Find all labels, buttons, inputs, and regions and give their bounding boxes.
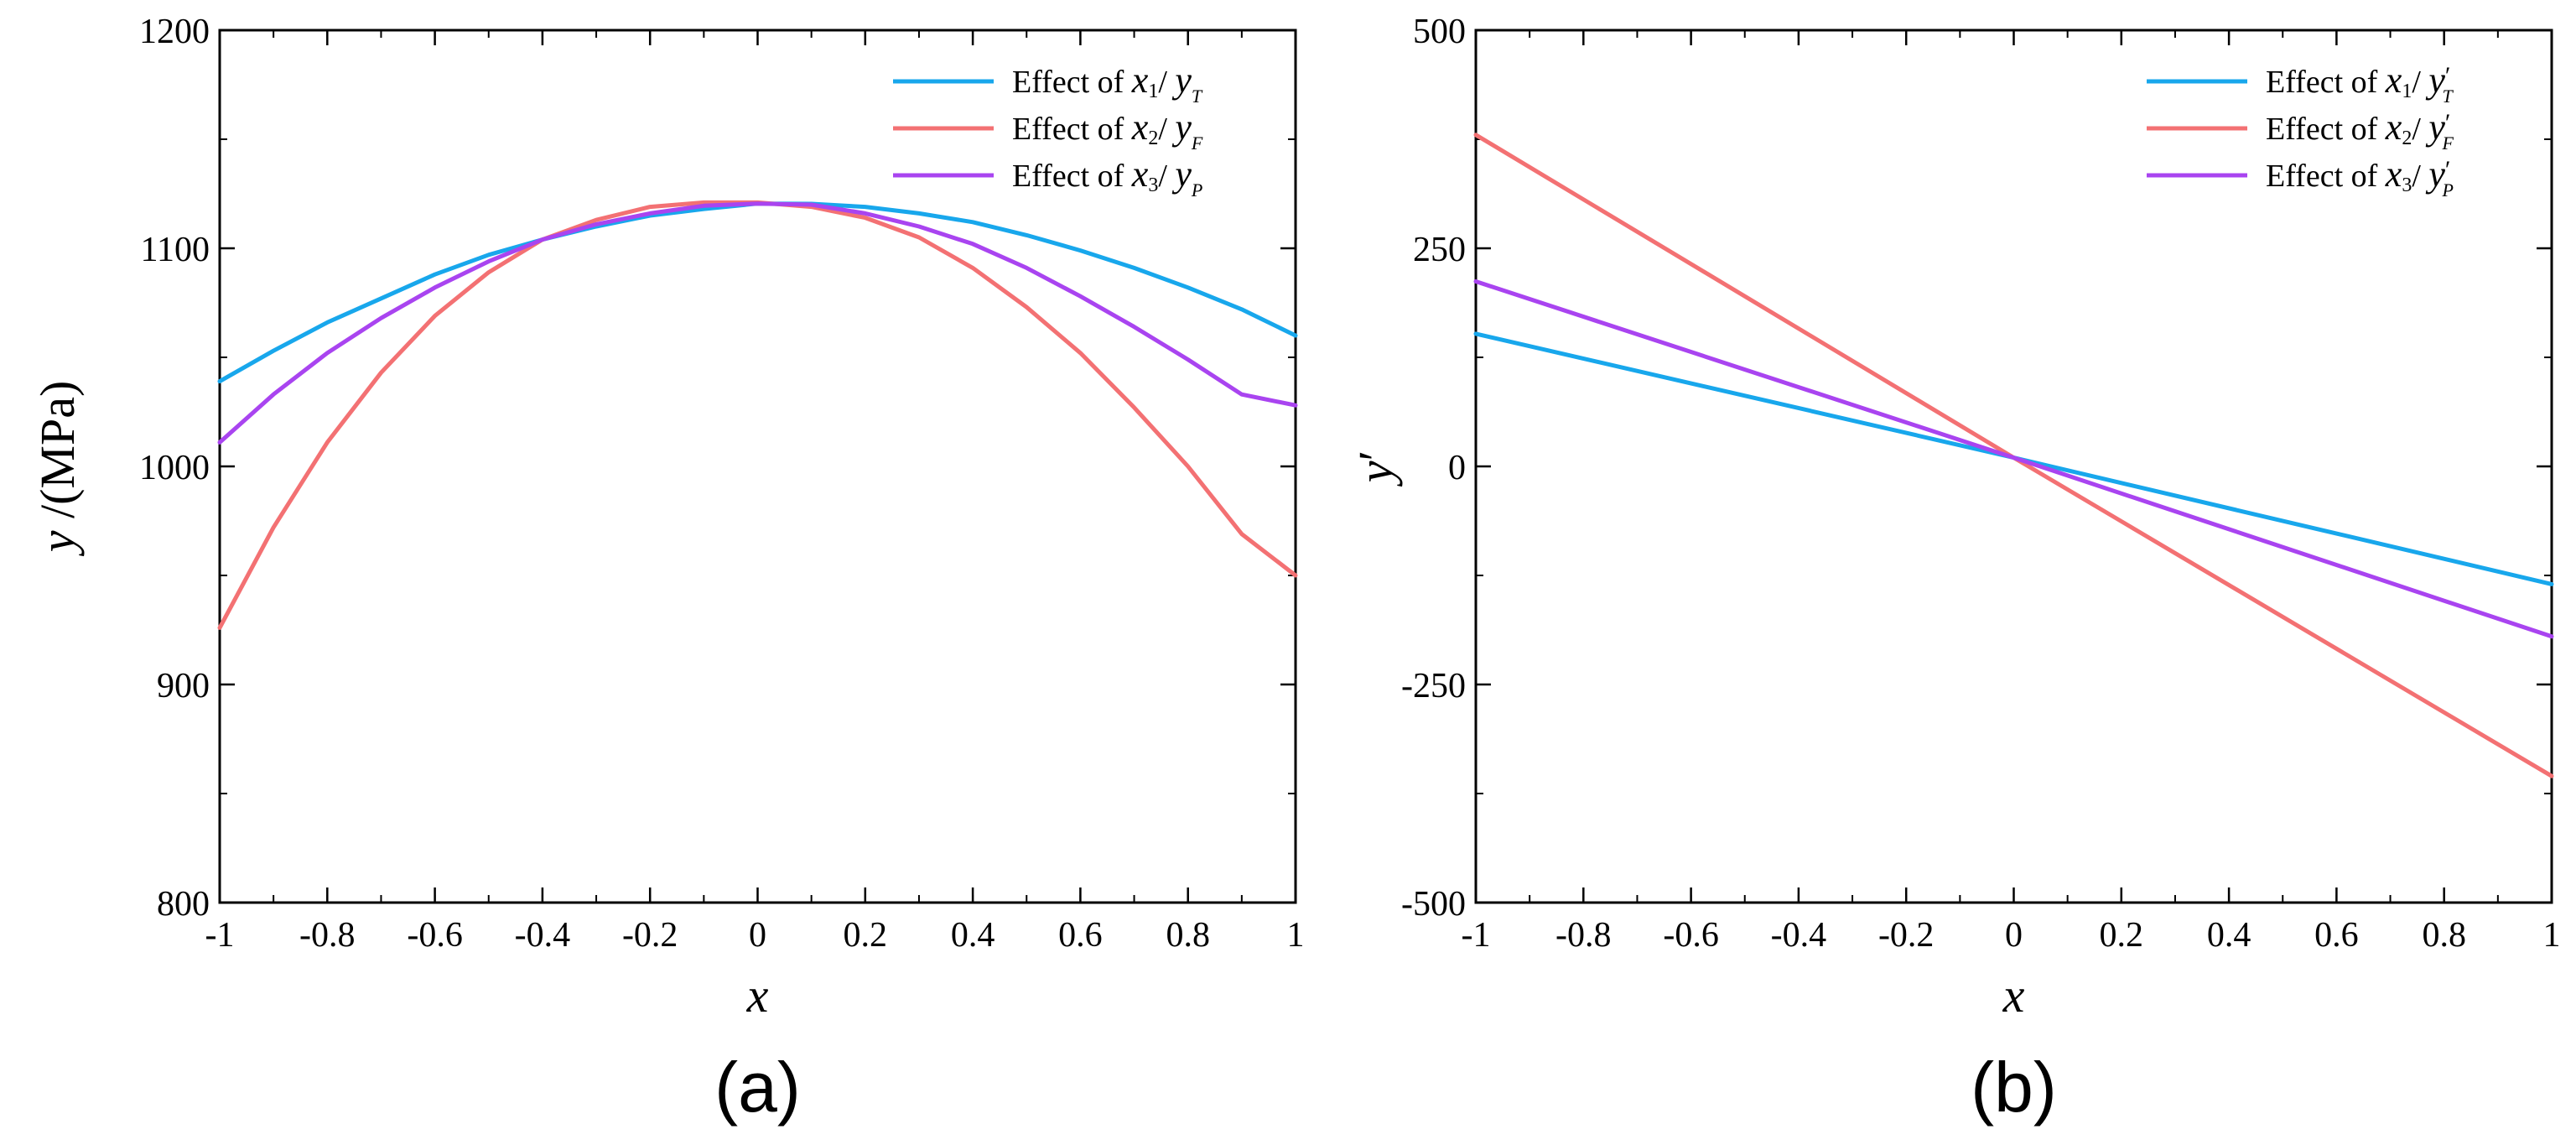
legend-x-var: x: [2385, 107, 2402, 148]
legend-y-sub: T: [2442, 86, 2454, 107]
panel-label: (b): [1971, 1048, 2057, 1127]
x-tick-label: -0.8: [1555, 916, 1612, 955]
series-line: [1473, 279, 2554, 639]
x-tick-label: 1: [1287, 916, 1305, 955]
y-tick-label: 1100: [141, 231, 210, 269]
legend-y-var: y: [2425, 60, 2445, 101]
y-tick-label: 900: [157, 667, 210, 705]
x-tick-label: -0.2: [622, 916, 678, 955]
x-tick-label: 0.4: [2207, 916, 2251, 955]
x-tick-label: -0.6: [1663, 916, 1719, 955]
legend-slash: /: [2412, 159, 2428, 194]
y-tick-label: -500: [1401, 885, 1466, 924]
x-tick-label: 0.6: [2314, 916, 2359, 955]
legend-label: Effect of x1/ yT: [1012, 60, 1203, 107]
series-line: [217, 201, 1298, 445]
legend-label: Effect of x3/ yP: [1012, 154, 1202, 200]
legend-y-var: y: [1171, 154, 1192, 195]
legend-y-var: y: [1171, 107, 1192, 148]
legend-x-sub: 2: [2402, 128, 2412, 149]
y-tick-label: 800: [157, 885, 210, 924]
legend-prefix: Effect of: [1012, 112, 1132, 147]
x-axis-title: x: [2002, 968, 2025, 1023]
y-axis-var: y: [30, 530, 85, 556]
legend-prefix: Effect of: [2266, 159, 2386, 194]
y-axis-unit: /(MPa): [30, 381, 85, 531]
legend-x-var: x: [2385, 60, 2402, 101]
x-tick-label: 0.8: [2422, 916, 2466, 955]
legend-y-sub: F: [1191, 133, 1203, 154]
legend-y-prime: ′: [2445, 62, 2451, 90]
x-tick-label: -0.4: [1771, 916, 1827, 955]
y-tick-label: 1000: [139, 449, 210, 487]
legend-slash: /: [1158, 159, 1175, 194]
legend-y-sub: F: [2441, 133, 2454, 154]
y-tick-label: 0: [1448, 449, 1466, 487]
legend-prefix: Effect of: [2266, 112, 2386, 147]
legend-y-prime: ′: [2445, 109, 2451, 137]
y-axis-var: y: [1348, 461, 1403, 487]
panel-label: (a): [714, 1048, 801, 1127]
legend-x-sub: 1: [1148, 81, 1158, 102]
x-tick-label: -0.4: [515, 916, 571, 955]
legend-y-var: y: [2425, 107, 2445, 148]
legend-x-sub: 3: [1148, 174, 1158, 196]
legend-y-var: y: [2425, 154, 2445, 195]
legend-slash: /: [2412, 65, 2428, 100]
x-tick-label: -0.2: [1878, 916, 1935, 955]
x-tick-label: 1: [2543, 916, 2561, 955]
legend-label: Effect of x1/ y′ T: [2266, 60, 2454, 107]
y-axis-prime: ′: [1348, 450, 1403, 461]
x-tick-label: 0.6: [1058, 916, 1103, 955]
legend-prefix: Effect of: [1012, 159, 1132, 194]
y-tick-label: 1200: [139, 13, 210, 51]
legend-x-sub: 2: [1148, 128, 1158, 149]
legend-label: Effect of x3/ y′ P: [2266, 154, 2454, 200]
legend-label: Effect of x2/ yF: [1012, 107, 1203, 154]
legend-x-var: x: [1131, 107, 1149, 148]
legend-x-var: x: [2385, 154, 2402, 195]
legend-slash: /: [1158, 65, 1175, 100]
x-tick-label: 0: [749, 916, 766, 955]
x-axis-title: x: [746, 968, 769, 1023]
x-tick-label: -0.6: [407, 916, 463, 955]
legend-slash: /: [2412, 112, 2428, 147]
legend-y-var: y: [1171, 60, 1192, 101]
y-tick-label: 250: [1413, 231, 1466, 269]
y-axis-title: y′: [1348, 450, 1403, 487]
x-tick-label: 0.4: [951, 916, 995, 955]
legend-x-var: x: [1131, 60, 1149, 101]
legend-y-sub: P: [1191, 180, 1202, 200]
legend-prefix: Effect of: [2266, 65, 2386, 100]
legend-x-var: x: [1131, 154, 1149, 195]
legend-x-sub: 3: [2402, 174, 2412, 196]
y-axis-title: y /(MPa): [30, 381, 85, 557]
x-tick-label: 0.8: [1166, 916, 1210, 955]
y-tick-label: 500: [1413, 13, 1466, 51]
x-tick-label: 0.2: [844, 916, 888, 955]
x-tick-label: -1: [205, 916, 235, 955]
x-tick-label: -1: [1462, 916, 1491, 955]
x-tick-label: 0.2: [2100, 916, 2144, 955]
panel-a: -1 -0.8 -0.6 -0.4 -0.2 0 0.2 0.4 0.6 0.8 1 800 900 10…: [30, 13, 1305, 1127]
legend-slash: /: [1158, 112, 1175, 147]
y-tick-label: -250: [1401, 667, 1466, 705]
x-tick-label: -0.8: [299, 916, 356, 955]
legend-prefix: Effect of: [1012, 65, 1132, 100]
legend-y-prime: ′: [2445, 156, 2451, 184]
legend-y-sub: P: [2441, 180, 2453, 200]
panel-b: -1 -0.8 -0.6 -0.4 -0.2 0 0.2 0.4 0.6 0.8 1 -500 -250…: [1348, 13, 2561, 1127]
x-tick-label: 0: [2005, 916, 2023, 955]
legend-x-sub: 1: [2402, 81, 2412, 102]
legend-y-sub: T: [1192, 86, 1203, 107]
legend-label: Effect of x2/ y′ F: [2266, 107, 2454, 154]
